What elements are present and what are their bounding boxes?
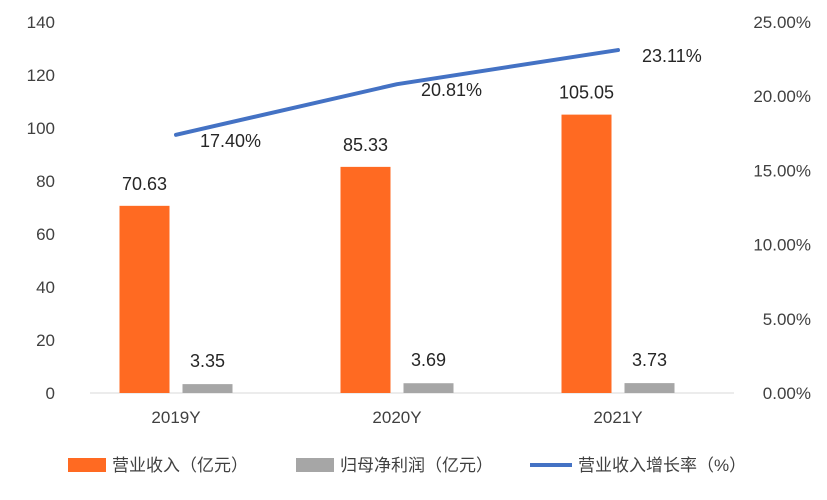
left-tick-label: 100 [27, 119, 55, 138]
legend-swatch-revenue [68, 458, 106, 472]
left-tick-label: 140 [27, 13, 55, 32]
growth-data-label: 20.81% [421, 80, 482, 100]
right-tick-label: 0.00% [763, 384, 811, 403]
legend: 营业收入（亿元） 归母净利润（亿元） 营业收入增长率（%） [68, 456, 746, 475]
profit-bars: 3.35 3.69 3.73 [182, 350, 675, 393]
right-axis: 0.00% 5.00% 10.00% 15.00% 20.00% 25.00% [753, 13, 811, 403]
growth-line: 17.40% 20.81% 23.11% [174, 46, 702, 151]
right-tick-label: 5.00% [763, 310, 811, 329]
profit-bar [624, 383, 675, 393]
right-tick-label: 25.00% [753, 13, 811, 32]
x-axis-ticks: 2019Y 2020Y 2021Y [151, 408, 642, 427]
legend-label-growth: 营业收入增长率（%） [578, 456, 746, 475]
x-tick-label: 2019Y [151, 408, 200, 427]
left-tick-label: 0 [46, 384, 55, 403]
profit-data-label: 3.35 [190, 351, 225, 371]
profit-data-label: 3.73 [632, 350, 667, 370]
revenue-bar [561, 114, 612, 394]
x-tick-label: 2021Y [593, 408, 642, 427]
revenue-data-label: 70.63 [122, 174, 167, 194]
left-tick-label: 40 [36, 278, 55, 297]
left-tick-label: 60 [36, 225, 55, 244]
growth-series-line [174, 48, 620, 137]
right-tick-label: 15.00% [753, 161, 811, 180]
left-tick-label: 120 [27, 66, 55, 85]
profit-data-label: 3.69 [411, 350, 446, 370]
growth-data-label: 23.11% [642, 46, 702, 66]
legend-swatch-profit [296, 458, 334, 472]
revenue-data-label: 105.05 [559, 83, 614, 103]
revenue-data-label: 85.33 [343, 135, 388, 155]
x-tick-label: 2020Y [372, 408, 421, 427]
profit-bar [182, 384, 233, 393]
revenue-bars: 70.63 85.33 105.05 [119, 83, 614, 394]
legend-label-profit: 归母净利润（亿元） [340, 456, 493, 475]
growth-data-label: 17.40% [200, 131, 261, 151]
profit-bar [403, 383, 454, 393]
left-tick-label: 80 [36, 172, 55, 191]
revenue-bar [340, 166, 391, 393]
right-tick-label: 10.00% [753, 236, 811, 255]
revenue-bar [119, 205, 170, 393]
legend-label-revenue: 营业收入（亿元） [112, 456, 248, 475]
left-tick-label: 20 [36, 331, 55, 350]
left-axis: 0 20 40 60 80 100 120 140 [27, 13, 55, 403]
right-tick-label: 20.00% [753, 87, 811, 106]
